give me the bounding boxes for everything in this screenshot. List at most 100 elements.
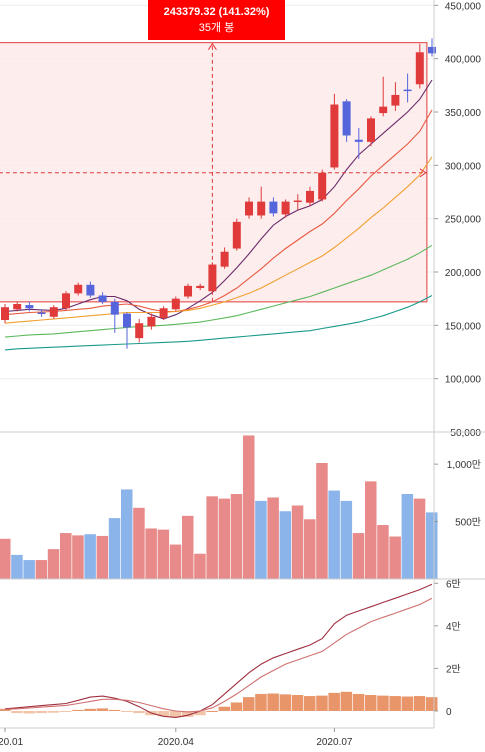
volume-bar — [47, 549, 60, 579]
candle-body — [74, 284, 83, 294]
volume-bar — [304, 519, 316, 579]
candle — [62, 291, 70, 311]
candle-body — [379, 106, 388, 114]
indicator-histogram-bar — [169, 710, 182, 718]
arrow-up-icon — [207, 42, 217, 50]
candle-body — [25, 305, 34, 309]
candle-body — [367, 118, 375, 142]
indicator-histogram-bar — [413, 696, 426, 711]
volume-bar — [279, 511, 292, 579]
volume-bar — [72, 535, 84, 579]
indicator-histogram-bar — [316, 695, 328, 711]
candle-body — [86, 284, 95, 296]
candle-body — [13, 304, 22, 310]
indicator-histogram — [0, 691, 438, 718]
candle-body — [403, 89, 412, 92]
measure-tooltip: 243379.32 (141.32%) 35개 봉 — [148, 0, 285, 40]
indicator-histogram-bar — [35, 710, 48, 714]
indicator-tick-label: 4만 — [446, 621, 461, 633]
moving-average-ma10-line — [4, 109, 433, 316]
candle-body — [306, 190, 314, 203]
indicator-histogram-bar — [23, 710, 35, 714]
candle-body — [330, 104, 339, 168]
indicator-histogram-bar — [426, 697, 438, 711]
volume-bar — [230, 494, 243, 579]
candle — [415, 43, 424, 89]
candle-body — [391, 94, 400, 106]
candle-body — [1, 307, 9, 320]
price-axis-ticks: 50,000 100,000 150,000 200,000 250,000 300,00… — [434, 1, 481, 439]
candle-body — [37, 312, 46, 315]
price-tick-label: 150,000 — [445, 321, 482, 332]
date-tick-label: 2020.04 — [158, 737, 195, 748]
price-tick-label: 400,000 — [445, 55, 482, 66]
indicator-histogram-bar — [377, 695, 389, 711]
candle — [147, 313, 156, 330]
candle — [403, 73, 412, 103]
volume-bar — [340, 500, 353, 579]
volume-bar — [365, 481, 377, 579]
indicator-histogram-bar — [291, 695, 304, 711]
indicator-histogram-bar — [255, 693, 267, 711]
candle — [306, 186, 314, 206]
indicator-histogram-bar — [365, 695, 377, 711]
measure-crosshair — [0, 42, 427, 302]
candle-body — [318, 172, 327, 200]
selection-rectangle[interactable] — [0, 42, 428, 303]
volume-bar — [35, 560, 48, 579]
candle — [159, 306, 168, 320]
moving-average-lines — [4, 79, 433, 351]
indicator-histogram-bar — [401, 696, 414, 711]
candle-body — [220, 251, 229, 267]
volume-bar — [157, 529, 170, 579]
indicator-histogram-bar — [352, 693, 365, 711]
indicator-histogram-bar — [121, 710, 133, 713]
volume-bar — [121, 489, 133, 579]
indicator-histogram-bar — [0, 708, 11, 711]
candle-body — [171, 298, 180, 310]
indicator-histogram-bar — [11, 710, 23, 714]
candle-body — [49, 307, 58, 317]
candle-body — [98, 295, 107, 302]
candle — [220, 247, 229, 269]
candle-body — [232, 221, 241, 249]
volume-bar — [316, 463, 328, 579]
indicator-histogram-bar — [267, 693, 279, 711]
date-axis-labels: 2020.01 2020.04 2020.07 — [0, 728, 353, 748]
measure-bar-count-text: 35개 봉 — [198, 22, 235, 34]
arrow-right-icon — [419, 168, 427, 178]
volume-panel: 500만 1,000만 — [0, 435, 481, 579]
candle — [293, 194, 302, 211]
candle-body — [62, 293, 70, 309]
candle-body — [415, 52, 424, 85]
candle — [196, 283, 205, 291]
moving-average-ma5-line — [4, 79, 433, 320]
price-tick-label: 50,000 — [450, 428, 481, 439]
indicator-axis-ticks: 0 2만 4만 6만 — [434, 578, 461, 718]
indicator-lines — [4, 583, 433, 718]
candle-body — [110, 301, 119, 315]
indicator-histogram-bar — [84, 708, 96, 711]
candle — [232, 218, 241, 251]
indicator-histogram-bar — [206, 710, 218, 712]
candle — [367, 116, 375, 147]
candle-body — [159, 308, 168, 318]
indicator-histogram-bar — [243, 697, 255, 711]
indicator-histogram-bar — [218, 706, 231, 711]
measure-change-text: 243379.32 (141.32%) — [163, 6, 270, 18]
volume-bar — [255, 500, 267, 579]
price-tick-label: 200,000 — [445, 268, 482, 279]
volume-bar — [206, 496, 218, 579]
volume-bar — [243, 435, 255, 579]
indicator-panel: 0 2만 4만 6만 — [0, 578, 461, 718]
volume-bar — [328, 490, 340, 579]
indicator-histogram-bar — [72, 709, 84, 711]
candle — [281, 199, 290, 218]
candle — [171, 296, 180, 312]
candle — [391, 82, 400, 111]
candle — [98, 292, 107, 304]
volume-bar — [60, 533, 72, 579]
candle — [330, 93, 339, 170]
volume-bar — [182, 515, 194, 579]
candle-body — [342, 101, 351, 136]
